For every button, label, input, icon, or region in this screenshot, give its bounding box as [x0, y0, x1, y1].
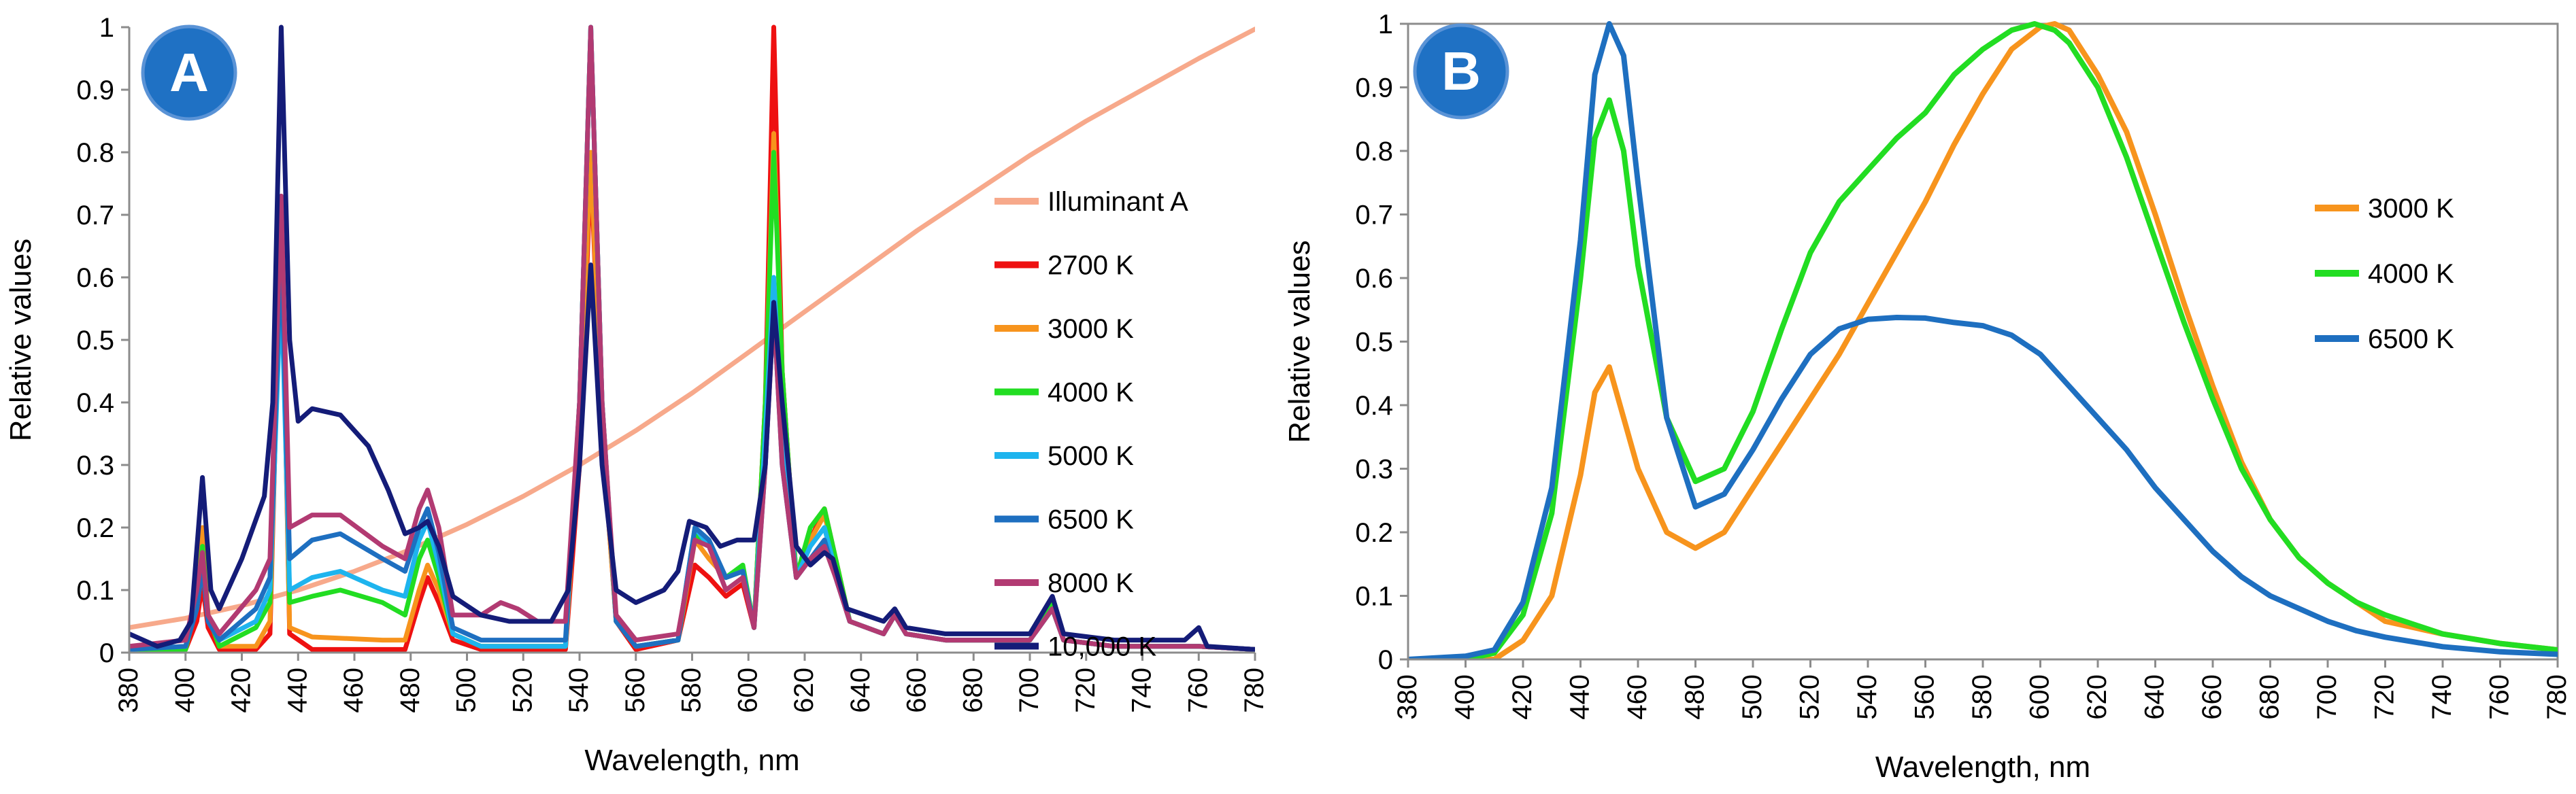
chart-b-y-axis-title: Relative values — [1283, 240, 1316, 443]
chart-a-y-tick-label: 1 — [99, 13, 114, 43]
chart-a-x-tick-label: 540 — [564, 668, 594, 713]
chart-a-x-tick-label: 580 — [677, 668, 707, 713]
chart-a-x-tick-label: 500 — [452, 668, 482, 713]
chart-b-x-tick-label: 600 — [2025, 674, 2055, 720]
chart-a-x-tick-label: 720 — [1071, 668, 1101, 713]
chart-a-legend-label: 2700 K — [1048, 251, 1134, 281]
chart-a-y-tick-label: 0.1 — [76, 576, 114, 606]
chart-b-y-tick-label: 1 — [1378, 10, 1393, 39]
chart-a-legend-label: 8000 K — [1048, 568, 1134, 598]
chart-a-panel-badge — [141, 24, 237, 121]
chart-a-x-tick-label: 760 — [1183, 668, 1213, 713]
chart-a-x-tick-label: 600 — [733, 668, 763, 713]
chart-a-legend-label: 10,000 K — [1048, 632, 1156, 662]
chart-a-legend-label: 4000 K — [1048, 378, 1134, 408]
chart-b-x-tick-label: 740 — [2427, 674, 2457, 720]
chart-a-legend-label: 3000 K — [1048, 314, 1134, 344]
chart-b-x-tick-label: 420 — [1507, 674, 1537, 720]
chart-b-y-tick-label: 0.8 — [1355, 137, 1393, 167]
chart-a-x-tick-label: 620 — [789, 668, 819, 713]
chart-a-y-axis-title: Relative values — [4, 239, 37, 441]
chart-a-series-group — [129, 24, 1255, 652]
chart-b-y-tick-label: 0.1 — [1355, 582, 1393, 612]
chart-b-legend-label: 4000 K — [2368, 259, 2454, 289]
chart-a-x-tick-label: 400 — [170, 668, 200, 713]
chart-a-x-tick-label: 780 — [1239, 668, 1265, 713]
chart-b-x-tick-label: 400 — [1450, 674, 1480, 720]
chart-a-series-line-0 — [129, 27, 1255, 630]
chart-a-x-tick-label: 520 — [507, 668, 537, 713]
chart-b-y-tick-label: 0.2 — [1355, 518, 1393, 548]
chart-panel-b: 380 400 420 440 460 480 500 520 540 560 580 600 620 6… — [1279, 0, 2576, 794]
chart-a-panel-label: A — [169, 42, 209, 103]
chart-a-x-tick-label: 460 — [339, 668, 369, 713]
chart-a-y-tick-label: 0.7 — [76, 201, 114, 230]
chart-b-x-tick-label: 620 — [2082, 674, 2112, 720]
chart-a-x-tick-label: 700 — [1014, 668, 1044, 713]
chart-a-y-tick-label: 0.2 — [76, 513, 114, 543]
chart-a-x-tick-label: 740 — [1127, 668, 1157, 713]
chart-b-x-tick-label: 500 — [1737, 674, 1767, 720]
chart-b-x-tick-label: 660 — [2197, 674, 2227, 720]
chart-a-x-tick-label: 560 — [620, 668, 650, 713]
chart-b-x-tick-label: 700 — [2312, 674, 2342, 720]
chart-b-x-tick-label: 640 — [2140, 674, 2170, 720]
chart-b-legend-label: 6500 K — [2368, 324, 2454, 354]
chart-a-legend-label: 6500 K — [1048, 505, 1134, 535]
chart-b-y-tick-label: 0.9 — [1355, 73, 1393, 103]
chart-b-panel-label: B — [1441, 41, 1481, 101]
chart-b-series-group — [1408, 21, 2558, 659]
chart-a-x-tick-label: 660 — [902, 668, 932, 713]
chart-b-x-tick-label: 480 — [1680, 674, 1710, 720]
chart-a-y-tick-label: 0.5 — [76, 326, 114, 356]
chart-a-y-tick-label: 0.8 — [76, 138, 114, 168]
chart-a-x-axis-title: Wavelength, nm — [584, 744, 799, 777]
chart-b-x-tick-label: 540 — [1852, 674, 1882, 720]
chart-b-x-tick-label: 780 — [2542, 674, 2572, 720]
chart-b-y-tick-label: 0 — [1378, 645, 1393, 675]
chart-b-svg: 380 400 420 440 460 480 500 520 540 560 580 600 620 6… — [1283, 10, 2572, 784]
chart-a-series-line-7 — [129, 24, 1255, 652]
chart-b-panel-badge — [1413, 23, 1509, 120]
chart-a-y-tick-label: 0.3 — [76, 451, 114, 481]
chart-panel-a: 380 400 420 440 460 480 500 520 540 560 580 600 620 6… — [0, 0, 1265, 794]
chart-b-x-tick-label: 440 — [1565, 674, 1595, 720]
chart-b-x-tick-label: 580 — [1967, 674, 1997, 720]
chart-a-legend-label: Illuminant A — [1048, 187, 1188, 217]
chart-a-x-tick-label: 380 — [114, 668, 144, 713]
chart-b-x-axis-title: Wavelength, nm — [1875, 750, 2090, 784]
chart-a-x-tick-label: 420 — [227, 668, 256, 713]
chart-a-x-tick-label: 640 — [846, 668, 875, 713]
chart-b-x-tick-label: 520 — [1795, 674, 1825, 720]
chart-a-y-tick-label: 0.6 — [76, 263, 114, 293]
chart-b-series-line-2 — [1408, 21, 2558, 659]
chart-b-y-tick-label: 0.4 — [1355, 391, 1393, 421]
chart-a-x-tick-label: 440 — [282, 668, 312, 713]
chart-b-x-tick-label: 380 — [1392, 674, 1422, 720]
chart-b-y-tick-label: 0.7 — [1355, 201, 1393, 230]
chart-a-y-tick-label: 0.9 — [76, 75, 114, 105]
chart-a-y-tick-label: 0.4 — [76, 388, 114, 418]
chart-a-x-tick-label: 680 — [958, 668, 988, 713]
chart-b-y-tick-label: 0.6 — [1355, 264, 1393, 294]
chart-b-x-tick-label: 460 — [1622, 674, 1652, 720]
chart-b-legend-label: 3000 K — [2368, 194, 2454, 224]
chart-a-y-tick-label: 0 — [99, 638, 114, 668]
chart-a-x-tick-label: 480 — [395, 668, 425, 713]
chart-b-series-line-1 — [1408, 21, 2558, 659]
chart-b-y-tick-label: 0.3 — [1355, 455, 1393, 485]
chart-a-svg: 380 400 420 440 460 480 500 520 540 560 580 600 620 6… — [4, 13, 1265, 777]
chart-b-x-tick-label: 720 — [2370, 674, 2400, 720]
chart-b-x-tick-label: 760 — [2485, 674, 2515, 720]
chart-b-y-tick-label: 0.5 — [1355, 328, 1393, 358]
chart-a-legend-label: 5000 K — [1048, 441, 1134, 471]
chart-b-x-tick-label: 680 — [2255, 674, 2285, 720]
chart-b-x-tick-label: 560 — [1910, 674, 1940, 720]
